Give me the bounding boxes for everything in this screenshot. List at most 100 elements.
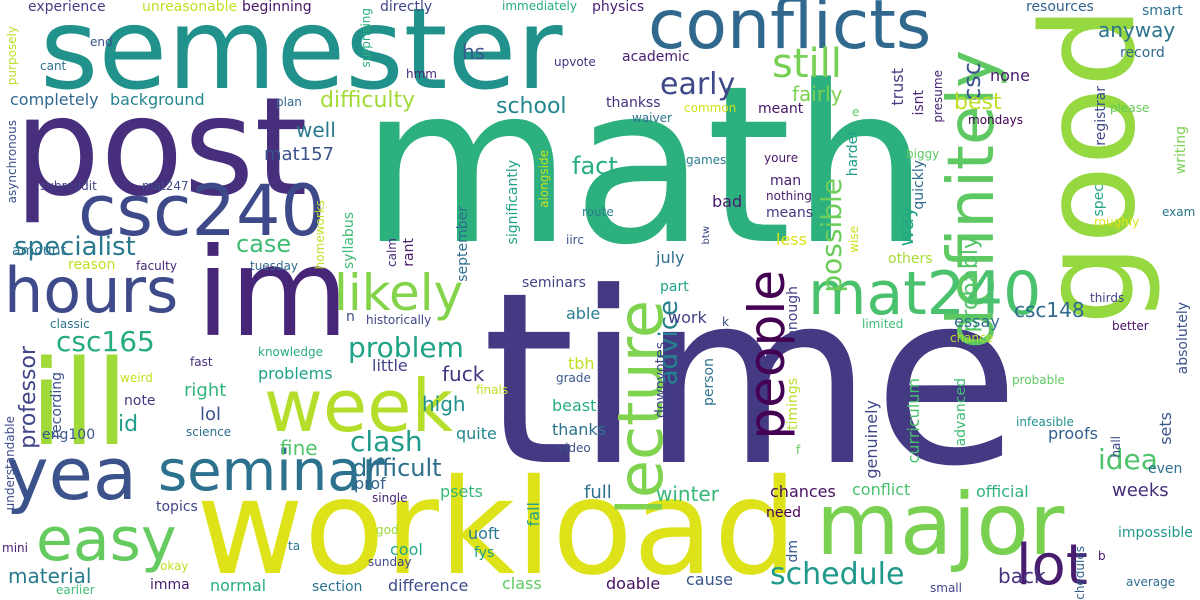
word-major: major <box>816 475 1065 575</box>
word-seminars: seminars <box>522 275 586 291</box>
word-fys: fys <box>474 545 495 561</box>
word-hmm: hmm <box>406 67 437 81</box>
word-anyway: anyway <box>1098 18 1176 42</box>
word-quite: quite <box>456 424 497 443</box>
word-well: well <box>296 118 336 142</box>
word-ill: ill <box>30 334 129 472</box>
word-asynchronous: asynchronous <box>5 120 19 204</box>
word-essay: essay <box>954 312 1000 331</box>
word-material: material <box>8 564 92 588</box>
word-subreddit: subreddit <box>40 179 97 193</box>
word-unreasonable: unreasonable <box>142 0 238 15</box>
word-reason: reason <box>68 257 116 273</box>
word-csc165: csc165 <box>56 325 155 358</box>
word-difficulty: difficulty <box>320 88 416 113</box>
word-b: b <box>1098 549 1106 563</box>
word-less: less <box>776 230 807 249</box>
word-september: september <box>455 206 471 282</box>
word-limited: limited <box>862 317 904 331</box>
word-problem: problem <box>348 331 464 364</box>
word-registrar: registrar <box>1093 86 1109 146</box>
word-common: common <box>684 101 737 115</box>
word-csc240: csc240 <box>78 170 326 252</box>
word-uoft: uoft <box>468 524 500 543</box>
word-workload: workload <box>196 451 798 600</box>
word-mat157: mat157 <box>264 144 334 165</box>
word-fuck: fuck <box>442 362 485 386</box>
word-fine: fine <box>280 436 318 460</box>
word-wise: wise <box>847 226 861 253</box>
word-best: best <box>954 90 1002 115</box>
word-sets: sets <box>1156 412 1175 445</box>
word-imma: imma <box>150 577 190 593</box>
word-academic: academic <box>622 49 690 65</box>
word-high: high <box>422 392 466 416</box>
word-possible: possible <box>815 178 848 293</box>
word-specialist: specialist <box>14 232 136 262</box>
word-fact: fact <box>572 152 618 180</box>
word-finals: finals <box>476 383 509 397</box>
word-cant: cant <box>40 59 67 73</box>
word-end: end <box>90 35 113 49</box>
word-able: able <box>566 304 601 323</box>
word-person: person <box>701 358 717 406</box>
word-beginning: beginning <box>242 0 312 15</box>
word-class: class <box>502 574 542 593</box>
word-early: early <box>660 67 736 102</box>
word-fast: fast <box>190 355 213 369</box>
word-exam: exam <box>1162 205 1196 219</box>
word-absolutely: absolutely <box>1175 302 1191 375</box>
word-infeasible: infeasible <box>1016 415 1074 429</box>
word-plan: plan <box>276 95 302 109</box>
word-week: week <box>264 364 454 448</box>
word-mondays: mondays <box>968 113 1023 127</box>
word-post: post <box>14 69 308 227</box>
word-f: f <box>796 443 801 457</box>
word-chance: chance <box>950 331 994 345</box>
word-yea: yea <box>6 432 138 516</box>
word-seminar: seminar <box>158 439 385 504</box>
word-july: july <box>656 248 685 267</box>
word-roughly: roughly <box>1094 215 1140 229</box>
word-classic: classic <box>50 317 90 331</box>
word-thirds: thirds <box>1090 291 1125 305</box>
word-faculty: faculty <box>136 259 177 273</box>
word-science: science <box>186 425 232 439</box>
word-please: please <box>1110 101 1150 115</box>
word-completely: completely <box>10 90 99 109</box>
word-still: still <box>772 41 842 87</box>
word-full: full <box>584 482 612 503</box>
word-beast: beast <box>552 396 597 415</box>
word-syllabus: syllabus <box>341 212 357 269</box>
word-experience: experience <box>28 0 106 15</box>
word-significantly: significantly <box>505 160 521 245</box>
word-hs: hs <box>462 40 486 64</box>
word-tuesday: tuesday <box>250 259 299 273</box>
word-smart: smart <box>1142 3 1183 19</box>
word-way: way <box>894 206 918 247</box>
word-writing: writing <box>1173 126 1189 175</box>
word-fall: fall <box>524 502 543 527</box>
word-topics: topics <box>156 499 198 515</box>
word-n: n <box>346 309 355 325</box>
word-earlier: earlier <box>56 583 95 597</box>
word-chances: chances <box>770 482 836 501</box>
word-mini: mini <box>2 541 28 555</box>
word-mat247: mat247 <box>142 179 189 193</box>
word-grade: grade <box>556 371 591 385</box>
word-god: god <box>376 523 399 537</box>
word-problems: problems <box>258 364 333 383</box>
word-isnt: isnt <box>911 90 927 116</box>
word-quickly: quickly <box>911 160 927 210</box>
word-clash: clash <box>350 425 423 458</box>
word-hours: hours <box>4 254 179 327</box>
word-biggy: biggy <box>906 147 940 161</box>
word-schedule: schedule <box>770 557 905 592</box>
word-id: id <box>118 412 139 437</box>
word-physics: physics <box>592 0 645 15</box>
word-harder: harder <box>845 130 861 177</box>
word-little: little <box>372 356 408 375</box>
word-surprising: surprising <box>359 8 373 68</box>
word-alongside: alongside <box>537 150 551 208</box>
word-trust: trust <box>888 68 907 106</box>
